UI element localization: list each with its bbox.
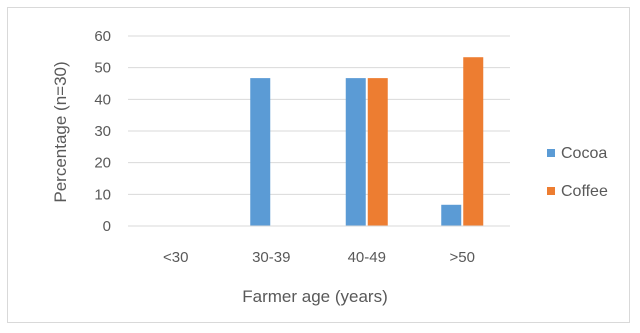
y-tick-label: 40 — [94, 91, 111, 108]
y-tick-label: 60 — [94, 28, 111, 45]
bars — [250, 57, 484, 226]
x-tick-label: <30 — [163, 249, 188, 266]
legend-swatch-cocoa — [547, 149, 555, 157]
y-tick-label: 0 — [103, 218, 111, 235]
legend-label-cocoa: Cocoa — [561, 145, 607, 162]
y-axis-title: Percentage (n=30) — [51, 61, 70, 202]
legend-label-coffee: Coffee — [561, 183, 608, 200]
bar-coffee-3 — [463, 57, 484, 226]
x-tick-label: 30-39 — [252, 249, 290, 266]
y-tick-label: 50 — [94, 60, 111, 77]
x-tick-label: 40-49 — [348, 249, 386, 266]
legend-swatch-coffee — [547, 187, 555, 195]
chart-frame — [7, 7, 630, 323]
bar-coffee-2 — [367, 78, 388, 226]
y-tick-label: 30 — [94, 123, 111, 140]
bar-cocoa-1 — [250, 78, 271, 226]
x-axis-title: Farmer age (years) — [242, 287, 387, 306]
bar-cocoa-2 — [345, 78, 366, 226]
y-tick-labels: 0 10 20 30 40 50 60 — [94, 28, 111, 235]
x-tick-labels: <30 30-39 40-49 >50 — [163, 249, 475, 266]
y-tick-label: 10 — [94, 186, 111, 203]
legend: Cocoa Coffee — [547, 145, 608, 200]
y-tick-label: 20 — [94, 155, 111, 172]
gridlines — [128, 35, 510, 195]
bar-cocoa-3 — [441, 204, 462, 226]
x-tick-label: >50 — [450, 249, 475, 266]
